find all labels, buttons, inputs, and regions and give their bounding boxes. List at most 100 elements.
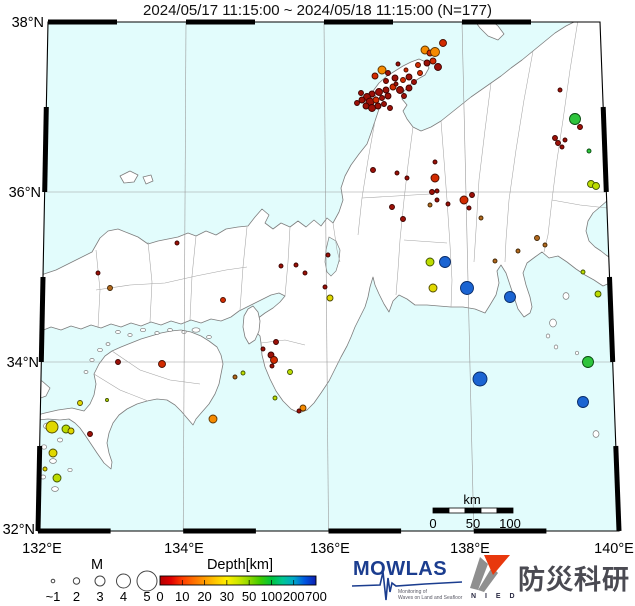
magnitude-symbol — [50, 578, 56, 584]
quake-dot — [42, 466, 48, 472]
scale-bar: km 0 50 100 — [429, 492, 520, 531]
quake-dot — [434, 188, 440, 194]
quake-dot — [391, 74, 399, 82]
quake-dot — [381, 101, 387, 107]
quake-dot — [557, 87, 563, 93]
quake-dot — [430, 47, 440, 57]
quake-dot — [542, 242, 548, 248]
quake-dot — [429, 189, 435, 195]
quake-dot — [384, 92, 392, 100]
quake-dot — [445, 201, 451, 207]
quake-dot — [67, 427, 75, 435]
lat-label-36n: 36°N — [9, 185, 41, 201]
quake-dot — [425, 257, 435, 267]
quake-dot — [460, 281, 474, 295]
quake-dot — [582, 356, 594, 368]
depth-colorbar-labels: 0 10 20 30 50 100 200 700 — [156, 589, 326, 604]
oki-islands — [119, 170, 154, 185]
quake-dot — [427, 202, 433, 208]
quake-dot — [372, 96, 380, 104]
quake-dot — [411, 79, 417, 85]
quake-dot — [87, 431, 93, 437]
nied-acronym: N I E D — [471, 593, 519, 600]
quake-dot — [382, 86, 390, 94]
nied-logo: N I E D 防災科研 — [468, 555, 634, 605]
quake-dot — [296, 408, 302, 414]
quake-dot — [403, 67, 409, 73]
quake-dot — [326, 294, 334, 302]
quake-dot — [240, 370, 246, 376]
quake-dot — [400, 216, 406, 222]
mowlas-waveform-icon — [351, 571, 463, 601]
mowlas-wordmark: MOWLAS — [353, 558, 448, 580]
quake-dot — [580, 269, 586, 275]
quake-dot — [77, 400, 83, 406]
magnitude-symbol — [136, 570, 158, 592]
quake-dot — [368, 104, 376, 112]
quake-dot — [115, 359, 121, 365]
quake-dot — [371, 72, 379, 80]
lon-label-132e: 132°E — [22, 541, 62, 557]
depth-tick-label: 200 — [283, 589, 305, 604]
quake-dot — [383, 78, 389, 84]
quake-dot — [434, 63, 442, 71]
quake-dot — [432, 159, 438, 165]
magnitude-legend-title: M — [91, 557, 103, 573]
quake-layer — [42, 39, 602, 483]
quake-dot — [220, 297, 226, 303]
quake-dot — [322, 284, 328, 290]
quake-dot — [389, 204, 395, 210]
quake-dot — [385, 70, 391, 76]
magnitude-tick-label: 2 — [73, 589, 80, 604]
magnitude-tick-label: 3 — [96, 589, 103, 604]
lon-label-140e: 140°E — [594, 541, 634, 557]
quake-dot — [417, 70, 423, 76]
awaji-island — [242, 305, 261, 345]
quake-dot — [492, 258, 498, 264]
magnitude-symbol — [72, 577, 81, 585]
lon-label-138e: 138°E — [450, 541, 490, 557]
quake-dot — [273, 339, 279, 345]
lon-label-134e: 134°E — [164, 541, 204, 557]
quake-dot — [469, 192, 475, 198]
quake-dot — [377, 65, 387, 75]
quake-dot — [404, 175, 410, 181]
quake-dot — [269, 363, 275, 369]
depth-tick-label: 10 — [175, 589, 189, 604]
shikoku-coastline — [38, 329, 224, 470]
quake-dot — [387, 105, 393, 111]
magnitude-symbol — [116, 573, 131, 589]
small-islands — [40, 292, 600, 492]
quake-dot — [287, 369, 293, 375]
quake-dot — [270, 356, 278, 364]
quake-dot — [439, 39, 447, 47]
magnitude-tick-label: 5 — [143, 589, 150, 604]
quake-dot — [325, 252, 331, 258]
quake-dot — [48, 448, 58, 458]
quake-dot — [459, 195, 469, 205]
quake-dot — [478, 215, 484, 221]
quake-dot — [429, 57, 437, 65]
lat-label-32n: 32°N — [3, 522, 35, 538]
quake-dot — [423, 59, 431, 67]
depth-colorbar-ticks — [181, 580, 295, 585]
quake-dot — [504, 291, 516, 303]
quake-dot — [577, 124, 583, 130]
quake-dot — [272, 395, 278, 401]
magnitude-labels: ~1 2 3 4 5 — [46, 589, 151, 604]
quake-dot — [278, 263, 284, 269]
quake-dot — [105, 398, 109, 402]
quake-dot — [428, 283, 438, 293]
quake-dot — [439, 256, 451, 268]
quake-dot — [95, 270, 101, 276]
quake-dot — [401, 93, 407, 99]
mowlas-logo: MOWLAS Monitoring of Waves on Land and S… — [350, 558, 465, 604]
quake-dot — [559, 144, 565, 150]
quake-dot — [293, 262, 299, 268]
magnitude-tick-label: 4 — [120, 589, 127, 604]
mowlas-tagline: Monitoring of Waves on Land and Seafloor — [398, 589, 463, 601]
depth-tick-label: 0 — [156, 589, 163, 604]
scale-bar-unit: km — [463, 492, 480, 507]
lat-label-34n: 34°N — [7, 355, 39, 371]
